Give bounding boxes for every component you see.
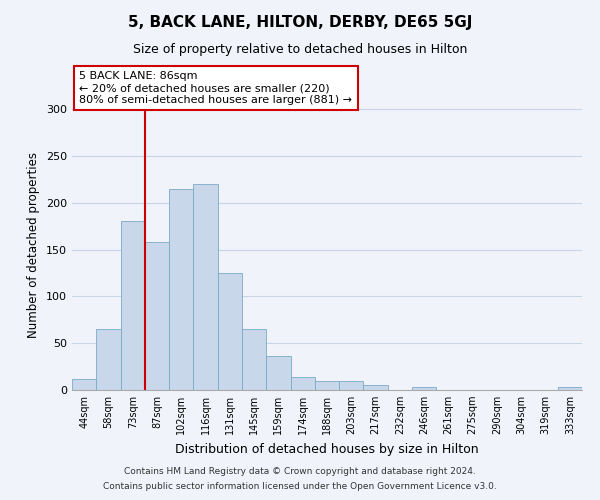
Text: Size of property relative to detached houses in Hilton: Size of property relative to detached ho… — [133, 42, 467, 56]
Y-axis label: Number of detached properties: Number of detached properties — [28, 152, 40, 338]
Bar — [266, 356, 290, 390]
Bar — [339, 380, 364, 390]
Bar — [218, 273, 242, 390]
Bar — [315, 380, 339, 390]
Bar — [72, 379, 96, 390]
Bar — [145, 242, 169, 390]
Bar — [169, 189, 193, 390]
Bar — [558, 387, 582, 390]
Text: 5 BACK LANE: 86sqm
← 20% of detached houses are smaller (220)
80% of semi-detach: 5 BACK LANE: 86sqm ← 20% of detached hou… — [79, 72, 352, 104]
Text: 5, BACK LANE, HILTON, DERBY, DE65 5GJ: 5, BACK LANE, HILTON, DERBY, DE65 5GJ — [128, 15, 472, 30]
Bar — [412, 387, 436, 390]
Bar — [242, 329, 266, 390]
X-axis label: Distribution of detached houses by size in Hilton: Distribution of detached houses by size … — [175, 442, 479, 456]
Text: Contains HM Land Registry data © Crown copyright and database right 2024.: Contains HM Land Registry data © Crown c… — [124, 467, 476, 476]
Bar — [364, 386, 388, 390]
Bar — [193, 184, 218, 390]
Bar — [121, 220, 145, 390]
Text: Contains public sector information licensed under the Open Government Licence v3: Contains public sector information licen… — [103, 482, 497, 491]
Bar — [96, 329, 121, 390]
Bar — [290, 377, 315, 390]
